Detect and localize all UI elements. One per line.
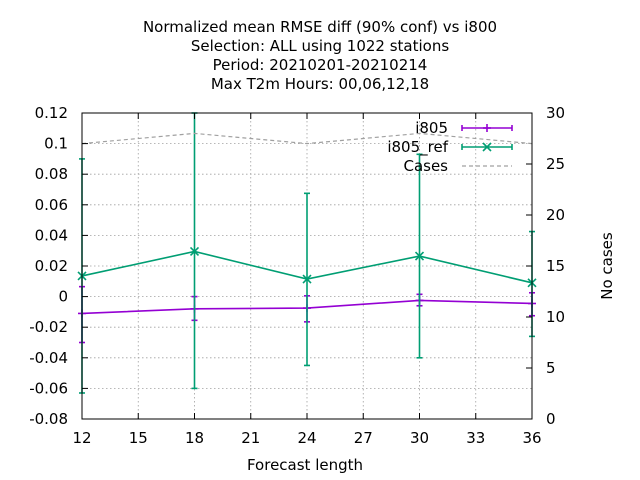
title-line: Max T2m Hours: 00,06,12,18	[211, 75, 429, 93]
x-tick-label: 30	[410, 429, 429, 447]
y2-tick-label: 25	[546, 155, 565, 173]
y-tick-label: -0.08	[29, 410, 68, 428]
legend-item: i805_ref	[387, 138, 513, 157]
data-point	[189, 246, 200, 257]
y-tick-label: 0.06	[35, 196, 68, 214]
marker-d2	[302, 274, 312, 284]
y-tick-label: 0.08	[35, 165, 68, 183]
data-point	[414, 251, 425, 261]
x-tick-label: 24	[297, 429, 316, 447]
y-tick-label: 0.1	[44, 135, 68, 153]
y2-tick-label: 0	[546, 410, 556, 428]
data-point	[302, 274, 312, 284]
legend-label: Cases	[403, 157, 448, 175]
series-layer	[77, 112, 537, 394]
y2-tick-label: 5	[546, 359, 556, 377]
x-tick-label: 15	[129, 429, 148, 447]
y-tick-label: 0	[58, 288, 68, 306]
legend-label: i805	[415, 119, 448, 137]
y2-tick-label: 10	[546, 308, 565, 326]
series-cases	[81, 132, 533, 145]
x-tick-label: 36	[522, 429, 541, 447]
x-axis-label: Forecast length	[247, 456, 363, 474]
axis-labels: Forecast length No cases	[247, 232, 616, 474]
x-tick-label: 12	[72, 429, 91, 447]
y2-tick-label: 30	[546, 104, 565, 122]
title-line: Normalized mean RMSE diff (90% conf) vs …	[143, 18, 497, 36]
legend-item: Cases	[403, 157, 512, 175]
y-tick-label: 0.02	[35, 257, 68, 275]
y-tick-label: -0.04	[29, 349, 68, 367]
series-i805-ref	[77, 112, 537, 394]
chart-title: Normalized mean RMSE diff (90% conf) vs …	[143, 18, 497, 93]
x-tick-label: 21	[241, 429, 260, 447]
y-tick-label: -0.06	[29, 379, 68, 397]
y-tick-label: -0.02	[29, 318, 68, 336]
legend-label: i805_ref	[387, 138, 448, 157]
title-line: Selection: ALL using 1022 stations	[191, 37, 450, 55]
series-line	[81, 132, 533, 145]
x-tick-label: 18	[185, 429, 204, 447]
marker-d2	[414, 251, 425, 261]
title-line: Period: 20210201-20210214	[213, 56, 428, 74]
x-tick-label: 27	[354, 429, 373, 447]
legend-item: i805	[415, 119, 513, 137]
y2-tick-label: 20	[546, 206, 565, 224]
x-tick-label: 33	[466, 429, 485, 447]
ticks: 12 15 18 21 24 27 30 33 36 -0.08 -0.06 -0.04 -0.02 0 0…	[29, 104, 565, 447]
y2-tick-label: 15	[546, 257, 565, 275]
legend-marker	[482, 142, 492, 152]
y2-axis-label: No cases	[598, 232, 616, 300]
y-tick-label: 0.04	[35, 226, 68, 244]
y-tick-label: 0.12	[35, 104, 68, 122]
marker-d2	[189, 246, 200, 257]
